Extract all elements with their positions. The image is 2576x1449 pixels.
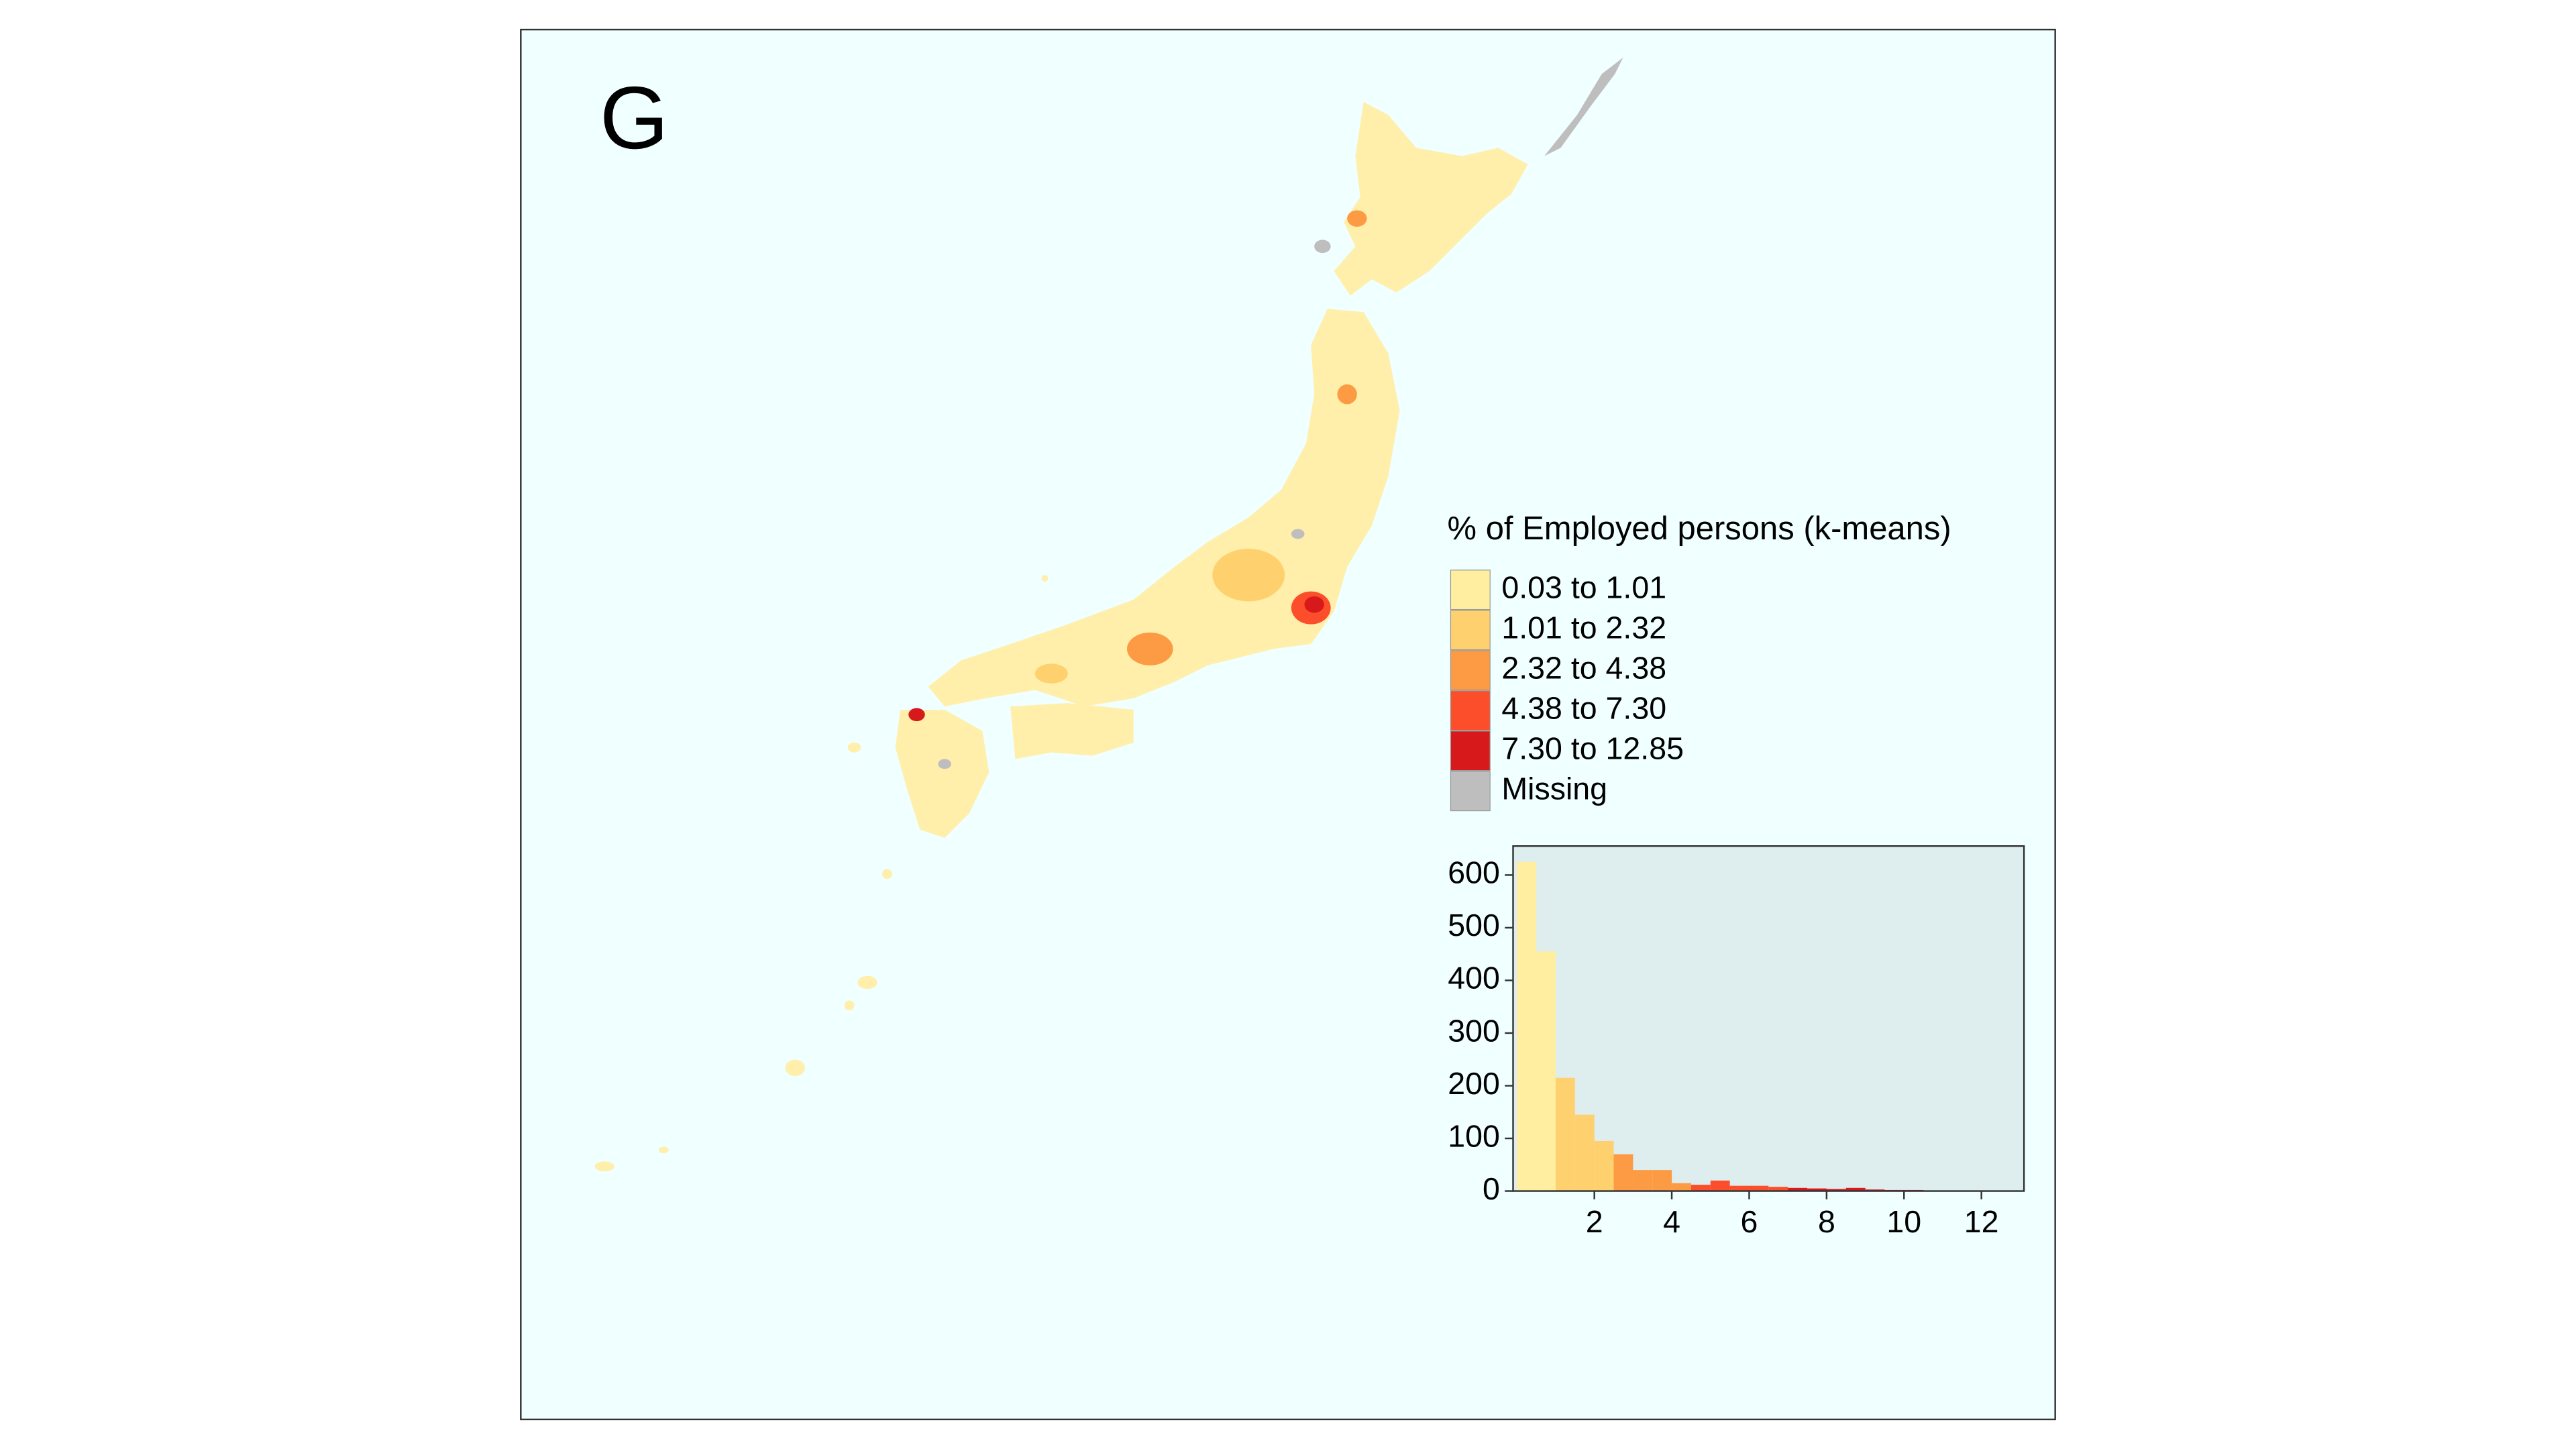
bar (1749, 1185, 1769, 1191)
bar (1574, 1114, 1595, 1191)
bar (1729, 1185, 1750, 1191)
plot-background (1513, 846, 2025, 1191)
legend-swatch (1450, 650, 1491, 691)
legend-label: 1.01 to 2.32 (1501, 610, 1666, 645)
x-tick-label: 2 (1586, 1204, 1603, 1239)
legend-label: Missing (1501, 771, 1607, 806)
x-tick-label: 4 (1663, 1204, 1680, 1239)
y-tick-label: 400 (1448, 961, 1500, 996)
bar (1517, 861, 1537, 1191)
bar (1826, 1189, 1846, 1191)
x-tick-label: 10 (1886, 1204, 1921, 1239)
bar (1807, 1188, 1827, 1191)
bar (1555, 1077, 1575, 1191)
bar (1710, 1180, 1730, 1191)
bar (1690, 1185, 1711, 1191)
x-tick-label: 12 (1964, 1204, 1999, 1239)
panel-label: G (600, 68, 669, 168)
bar (1536, 951, 1556, 1191)
y-tick-label: 600 (1448, 855, 1500, 890)
legend-swatch (1450, 690, 1491, 731)
legend-label: 0.03 to 1.01 (1501, 570, 1666, 604)
y-tick-label: 500 (1448, 908, 1500, 943)
bar (1613, 1154, 1633, 1191)
legend-title: % of Employed persons (k-means) (1448, 511, 1951, 547)
plot-frame (1512, 845, 2025, 1192)
bar (1672, 1183, 1691, 1191)
histogram: 0 100 200 300 400 500 600 2 4 6 8 10 12 (1448, 845, 2025, 1239)
y-tick-label: 100 (1448, 1118, 1500, 1153)
legend-swatch (1450, 771, 1491, 812)
x-tick-label: 6 (1741, 1204, 1758, 1239)
x-tick-label: 8 (1818, 1204, 1835, 1239)
y-tick-label: 0 (1483, 1171, 1500, 1206)
y-tick-label: 300 (1448, 1013, 1500, 1048)
legend-swatch (1450, 731, 1491, 771)
bar (1652, 1170, 1672, 1191)
legend: 0.03 to 1.01 1.01 to 2.32 2.32 to 4.38 4.38… (1450, 570, 1684, 812)
legend-label: 4.38 to 7.30 (1501, 690, 1666, 725)
y-tick-label: 200 (1448, 1066, 1500, 1101)
legend-label: 7.30 to 12.85 (1501, 731, 1684, 765)
bar (1788, 1187, 1808, 1191)
bar (1633, 1170, 1653, 1191)
bar (1768, 1187, 1788, 1191)
legend-swatch (1450, 610, 1491, 651)
bar (1594, 1140, 1614, 1191)
legend-label: 2.32 to 4.38 (1501, 650, 1666, 685)
legend-swatch (1450, 570, 1491, 610)
bar (1845, 1187, 1866, 1191)
